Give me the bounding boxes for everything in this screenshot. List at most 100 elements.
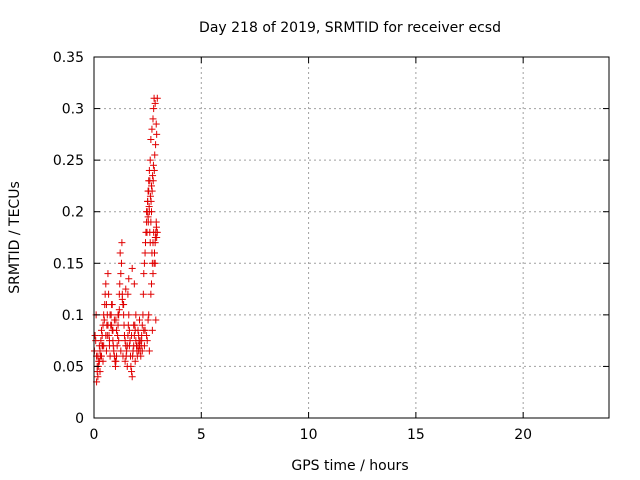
data-point (143, 337, 151, 345)
data-point (148, 280, 156, 288)
x-tick-label: 15 (407, 427, 425, 443)
data-point (105, 290, 113, 298)
data-point (149, 172, 157, 180)
data-point (147, 136, 155, 144)
data-point (145, 347, 153, 355)
data-point (94, 352, 102, 360)
data-point (144, 218, 152, 226)
axis-ticks: 0 5 10 15 20 0 0.05 0.1 0.15 0.2 0.25 0.3 0.35 (53, 50, 609, 443)
data-point (121, 357, 129, 365)
data-point (114, 321, 122, 329)
data-point (114, 331, 122, 339)
data-point (153, 94, 161, 102)
data-point (140, 342, 148, 350)
data-point (120, 301, 128, 309)
data-point (112, 316, 120, 324)
data-point (140, 270, 148, 278)
data-point (125, 275, 133, 283)
data-point (151, 234, 159, 241)
data-point (150, 166, 158, 174)
grid-lines (94, 57, 609, 418)
data-point (132, 311, 140, 319)
data-point (97, 337, 105, 345)
data-point (153, 228, 161, 236)
data-point (131, 357, 139, 365)
y-axis-title: SRMTID / TECUs (7, 181, 23, 294)
data-point (115, 306, 123, 314)
data-point (149, 270, 157, 278)
data-point (145, 208, 153, 216)
data-point (144, 316, 152, 324)
data-point (147, 197, 155, 205)
data-point (141, 249, 149, 257)
y-tick-label: 0.35 (53, 50, 84, 66)
x-tick-label: 20 (514, 427, 532, 443)
data-point (138, 321, 146, 329)
data-point (103, 331, 111, 339)
data-point (151, 259, 159, 267)
data-point (118, 295, 126, 303)
data-point (152, 141, 160, 149)
data-point (143, 228, 151, 236)
chart-title: Day 218 of 2019, SRMTID for receiver ecs… (199, 20, 501, 36)
data-point (106, 311, 114, 319)
data-point (112, 357, 120, 365)
data-point (122, 285, 130, 293)
data-point (117, 270, 125, 278)
data-point (140, 259, 148, 267)
data-point (130, 321, 138, 329)
plot-frame (93, 56, 610, 419)
data-point (114, 311, 122, 319)
data-point (108, 321, 116, 329)
data-points (90, 94, 161, 386)
data-point (128, 264, 136, 272)
data-point (99, 357, 107, 365)
data-point (125, 311, 133, 319)
data-point (128, 373, 136, 381)
x-tick-label: 10 (300, 427, 318, 443)
data-point (91, 331, 99, 339)
data-point (149, 177, 157, 185)
data-point (148, 187, 156, 195)
data-point (128, 331, 136, 339)
data-point (146, 156, 154, 164)
data-point (98, 326, 106, 334)
data-point (102, 280, 110, 288)
y-tick-label: 0.05 (53, 359, 84, 375)
data-point (130, 280, 138, 288)
data-point (113, 342, 121, 350)
data-point (118, 239, 126, 247)
data-point (135, 316, 143, 324)
data-point (109, 326, 117, 334)
data-point (116, 249, 124, 257)
x-tick-label: 0 (90, 427, 99, 443)
data-point (149, 115, 157, 123)
data-point (96, 368, 104, 376)
data-point (148, 326, 156, 334)
data-point (94, 373, 102, 381)
data-point (124, 290, 132, 298)
x-tick-label: 5 (197, 427, 206, 443)
data-point (148, 182, 156, 190)
data-point (151, 249, 159, 257)
data-point (151, 151, 159, 159)
y-tick-label: 0.3 (62, 102, 84, 118)
data-point (148, 125, 156, 133)
data-point (146, 192, 154, 200)
y-tick-label: 0.1 (62, 308, 84, 324)
y-tick-label: 0.25 (53, 153, 84, 169)
data-point (152, 316, 160, 324)
data-point (135, 347, 143, 355)
data-point (104, 270, 112, 278)
data-point (102, 347, 110, 355)
x-axis-title: GPS time / hours (291, 458, 408, 474)
data-point (105, 337, 113, 345)
data-point (150, 105, 158, 113)
data-point (137, 352, 145, 360)
data-point (108, 301, 116, 309)
data-point (116, 280, 124, 288)
data-point (145, 311, 153, 319)
data-point (98, 342, 106, 350)
data-point (152, 223, 160, 231)
